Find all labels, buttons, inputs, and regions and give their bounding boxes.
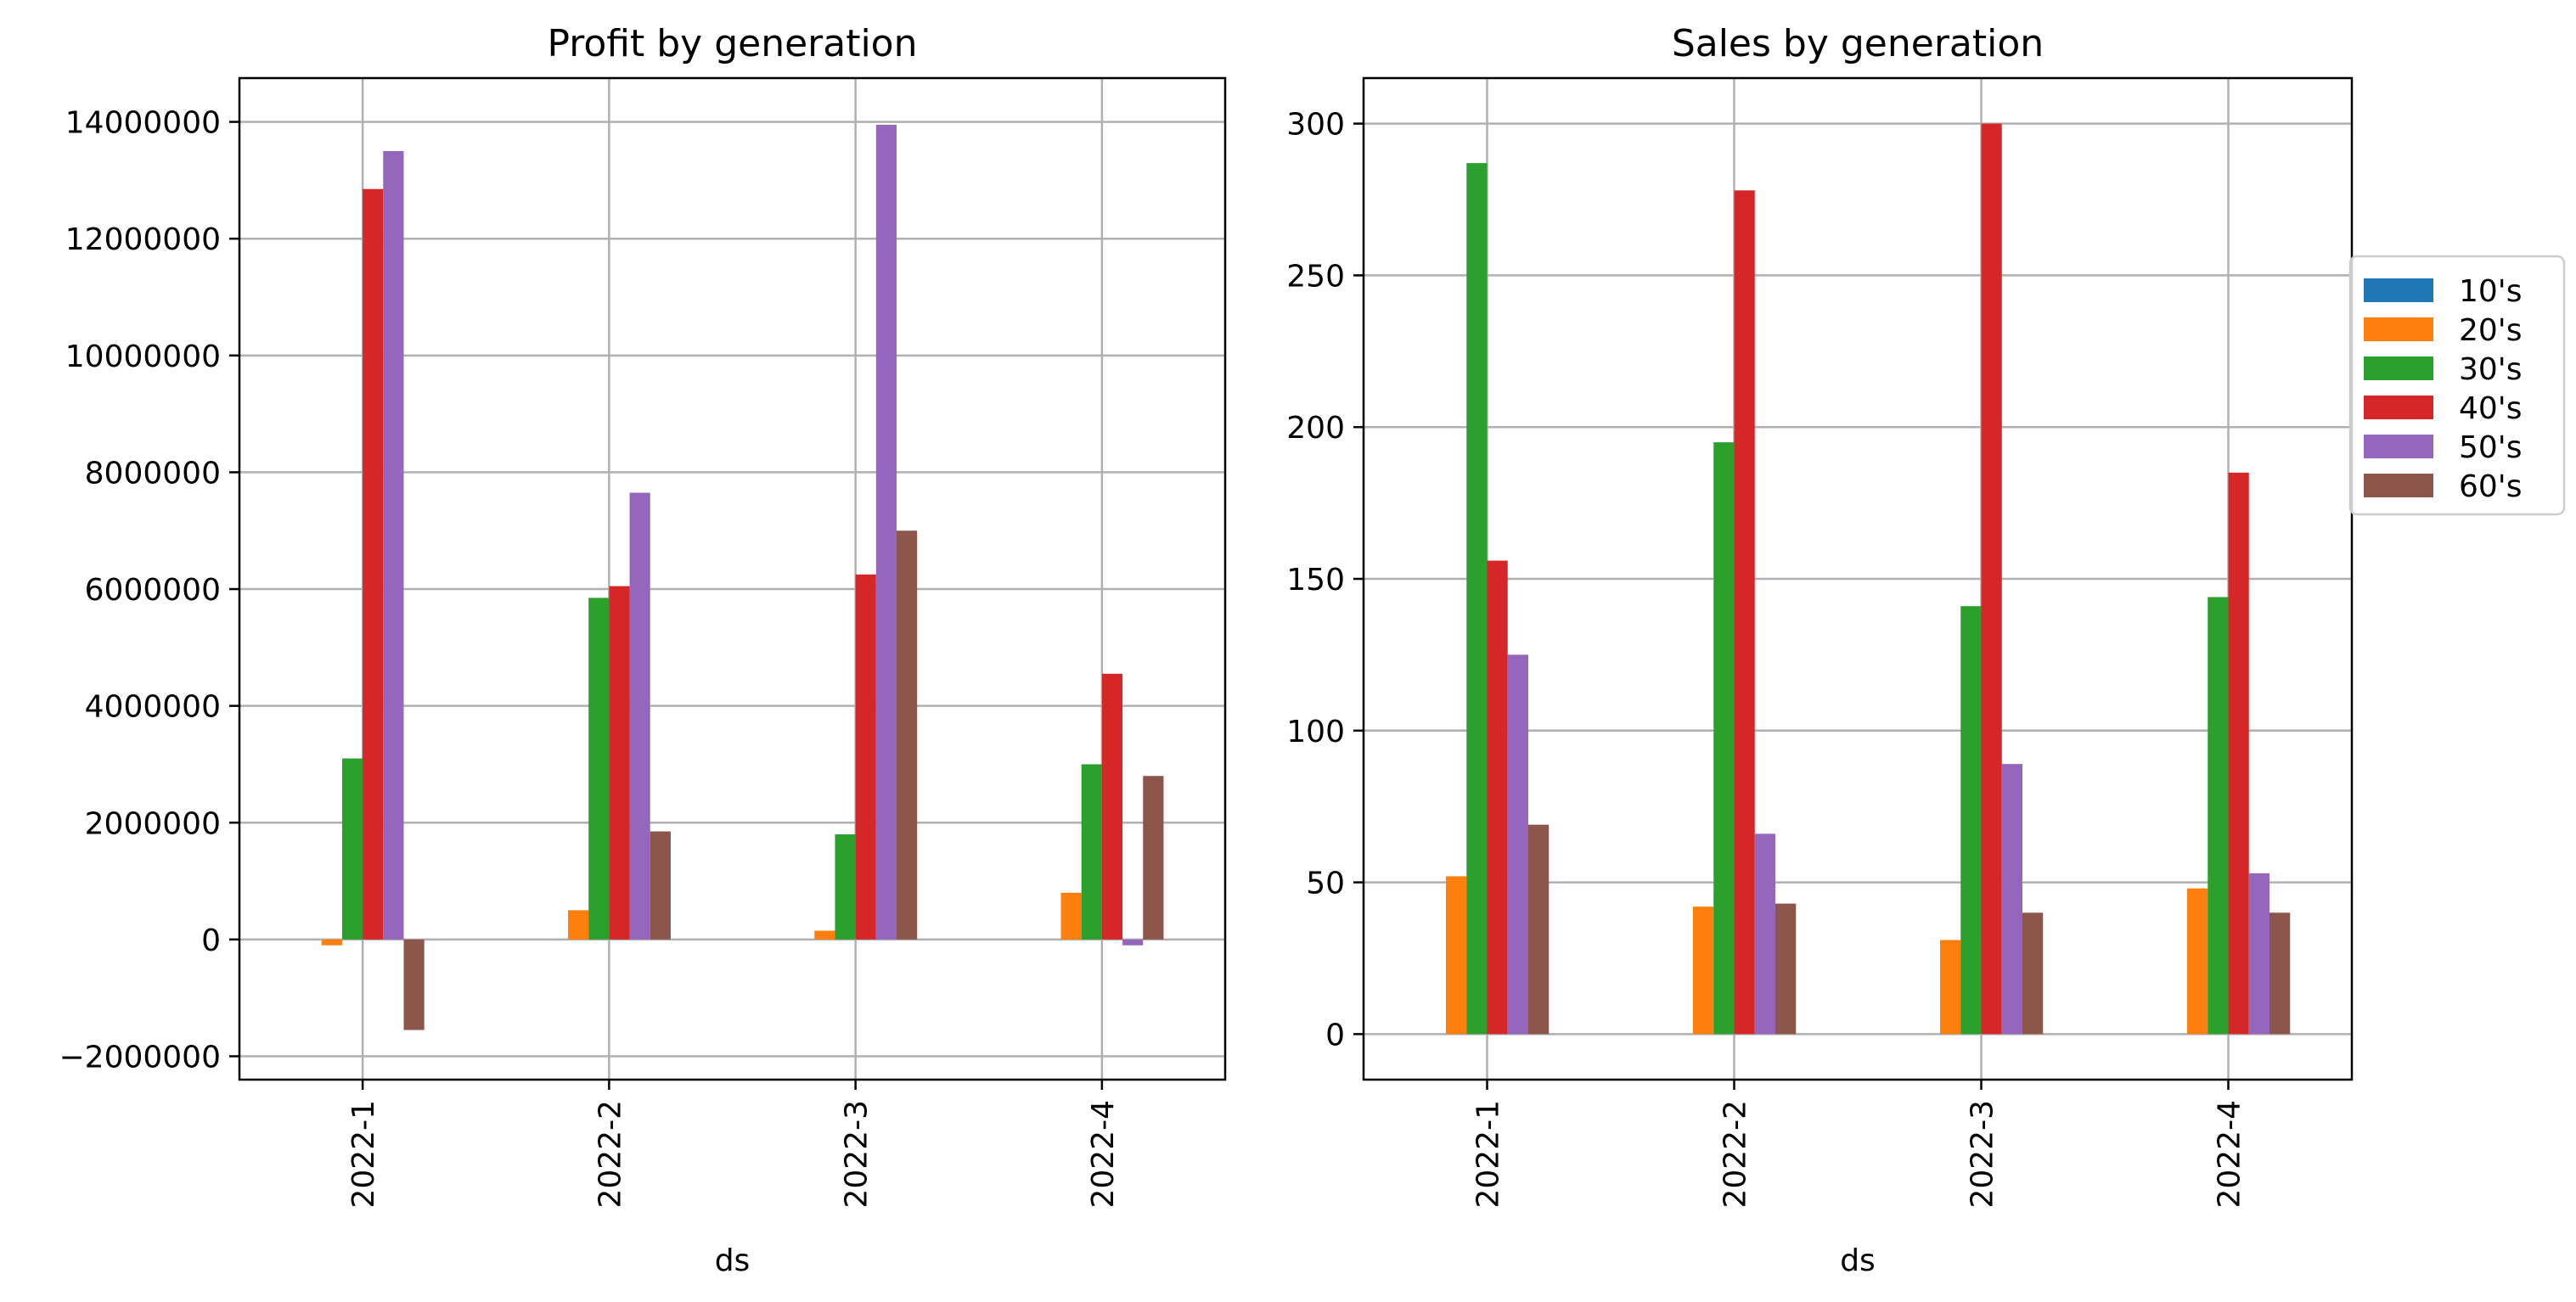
bar-40s-2022-2 xyxy=(609,586,630,940)
bar-30s-2022-3 xyxy=(835,834,856,940)
bar-50s-2022-2 xyxy=(1754,833,1775,1035)
y-tick-label: 4000000 xyxy=(85,690,221,725)
bar-30s-2022-1 xyxy=(341,758,363,940)
y-tick-label: 150 xyxy=(1286,563,1345,598)
bar-30s-2022-1 xyxy=(1466,163,1488,1035)
bar-30s-2022-2 xyxy=(588,598,610,940)
bar-60s-2022-2 xyxy=(1775,903,1797,1035)
bars xyxy=(1446,123,2291,1035)
x-tick-label: 2022-4 xyxy=(2213,1100,2247,1209)
bar-20s-2022-1 xyxy=(1446,876,1467,1035)
bar-30s-2022-4 xyxy=(2208,597,2229,1035)
legend-entry: 50's xyxy=(2459,430,2522,465)
y-tick-label: 2000000 xyxy=(85,806,221,841)
y-axis: 0 50 100 150 200 250 300 xyxy=(1286,108,1364,1052)
legend-entry: 20's xyxy=(2459,313,2522,348)
legend-swatch xyxy=(2364,435,2433,458)
y-tick-label: 12000000 xyxy=(65,222,221,257)
bar-60s-2022-4 xyxy=(1143,776,1164,940)
y-tick-label: 300 xyxy=(1286,108,1345,143)
y-tick-label: 50 xyxy=(1306,867,1345,901)
bar-40s-2022-3 xyxy=(855,574,876,940)
y-tick-label: 14000000 xyxy=(65,106,221,141)
y-tick-label: 0 xyxy=(201,923,221,958)
bar-40s-2022-4 xyxy=(2228,472,2249,1035)
x-axis-label: ds xyxy=(715,1243,751,1278)
chart-title: Sales by generation xyxy=(1672,22,2044,65)
y-tick-label: 0 xyxy=(1325,1018,1345,1052)
x-tick-label: 2022-4 xyxy=(1086,1100,1121,1209)
bar-30s-2022-3 xyxy=(1960,606,1982,1035)
x-tick-label: 2022-1 xyxy=(1471,1100,1506,1209)
bar-30s-2022-2 xyxy=(1713,442,1735,1035)
plot-frame xyxy=(238,76,1227,1081)
bar-40s-2022-2 xyxy=(1734,190,1755,1035)
legend-swatch xyxy=(2364,356,2433,380)
x-tick-label: 2022-1 xyxy=(346,1100,381,1209)
x-tick-label: 2022-2 xyxy=(593,1100,627,1209)
bars xyxy=(321,125,1164,1030)
bar-50s-2022-3 xyxy=(875,125,897,940)
bar-60s-2022-3 xyxy=(897,530,918,940)
legend-entry: 30's xyxy=(2459,352,2522,387)
bar-20s-2022-3 xyxy=(814,930,835,940)
bar-60s-2022-1 xyxy=(1528,824,1550,1035)
legend-entry: 60's xyxy=(2459,469,2522,504)
x-axis: 2022-1 2022-2 2022-3 2022-4 xyxy=(346,1080,1121,1209)
legend-entry: 10's xyxy=(2459,274,2522,309)
x-tick-label: 2022-3 xyxy=(1966,1100,2000,1209)
legend-swatch xyxy=(2364,474,2433,497)
x-axis: 2022-1 2022-2 2022-3 2022-4 xyxy=(1471,1080,2247,1209)
y-tick-label: −2000000 xyxy=(59,1040,222,1075)
y-tick-label: 100 xyxy=(1286,715,1345,749)
legend: 10's 20's 30's 40's 50's 60's xyxy=(2348,255,2566,516)
y-tick-label: 10000000 xyxy=(65,340,221,374)
y-axis: −2000000 0 2000000 4000000 6000000 8000000 100… xyxy=(59,106,239,1075)
bar-30s-2022-4 xyxy=(1081,764,1102,940)
x-tick-label: 2022-2 xyxy=(1718,1100,1753,1209)
y-tick-label: 200 xyxy=(1286,411,1345,446)
legend-entry: 40's xyxy=(2459,391,2522,426)
bar-50s-2022-1 xyxy=(383,151,404,940)
chart-title: Profit by generation xyxy=(547,22,917,65)
y-tick-label: 8000000 xyxy=(85,456,221,491)
x-tick-label: 2022-3 xyxy=(840,1100,875,1209)
bar-60s-2022-3 xyxy=(2022,912,2044,1035)
bar-20s-2022-1 xyxy=(321,939,342,946)
bar-40s-2022-4 xyxy=(1101,673,1123,940)
bar-20s-2022-2 xyxy=(1693,906,1714,1035)
bar-50s-2022-3 xyxy=(2001,764,2022,1035)
bar-50s-2022-4 xyxy=(2248,873,2269,1035)
bar-50s-2022-2 xyxy=(629,492,650,940)
bar-60s-2022-2 xyxy=(650,831,671,940)
bar-40s-2022-1 xyxy=(363,188,384,940)
bar-20s-2022-3 xyxy=(1940,940,1961,1035)
legend-swatch xyxy=(2364,317,2433,341)
bar-50s-2022-1 xyxy=(1507,654,1528,1035)
bar-40s-2022-1 xyxy=(1487,560,1508,1035)
bar-60s-2022-4 xyxy=(2269,912,2291,1035)
bar-60s-2022-1 xyxy=(403,939,425,1030)
bar-50s-2022-4 xyxy=(1122,939,1144,946)
bar-40s-2022-3 xyxy=(1981,123,2002,1035)
bar-20s-2022-4 xyxy=(1060,892,1082,940)
y-tick-label: 6000000 xyxy=(85,573,221,608)
x-axis-label: ds xyxy=(1840,1243,1876,1278)
profit-chart-panel: −2000000 0 2000000 4000000 6000000 8000000 100… xyxy=(59,22,1227,1278)
bar-20s-2022-2 xyxy=(568,910,589,940)
y-tick-label: 250 xyxy=(1286,259,1345,294)
legend-swatch xyxy=(2364,396,2433,419)
bar-20s-2022-4 xyxy=(2187,888,2208,1035)
legend-swatch xyxy=(2364,278,2433,302)
